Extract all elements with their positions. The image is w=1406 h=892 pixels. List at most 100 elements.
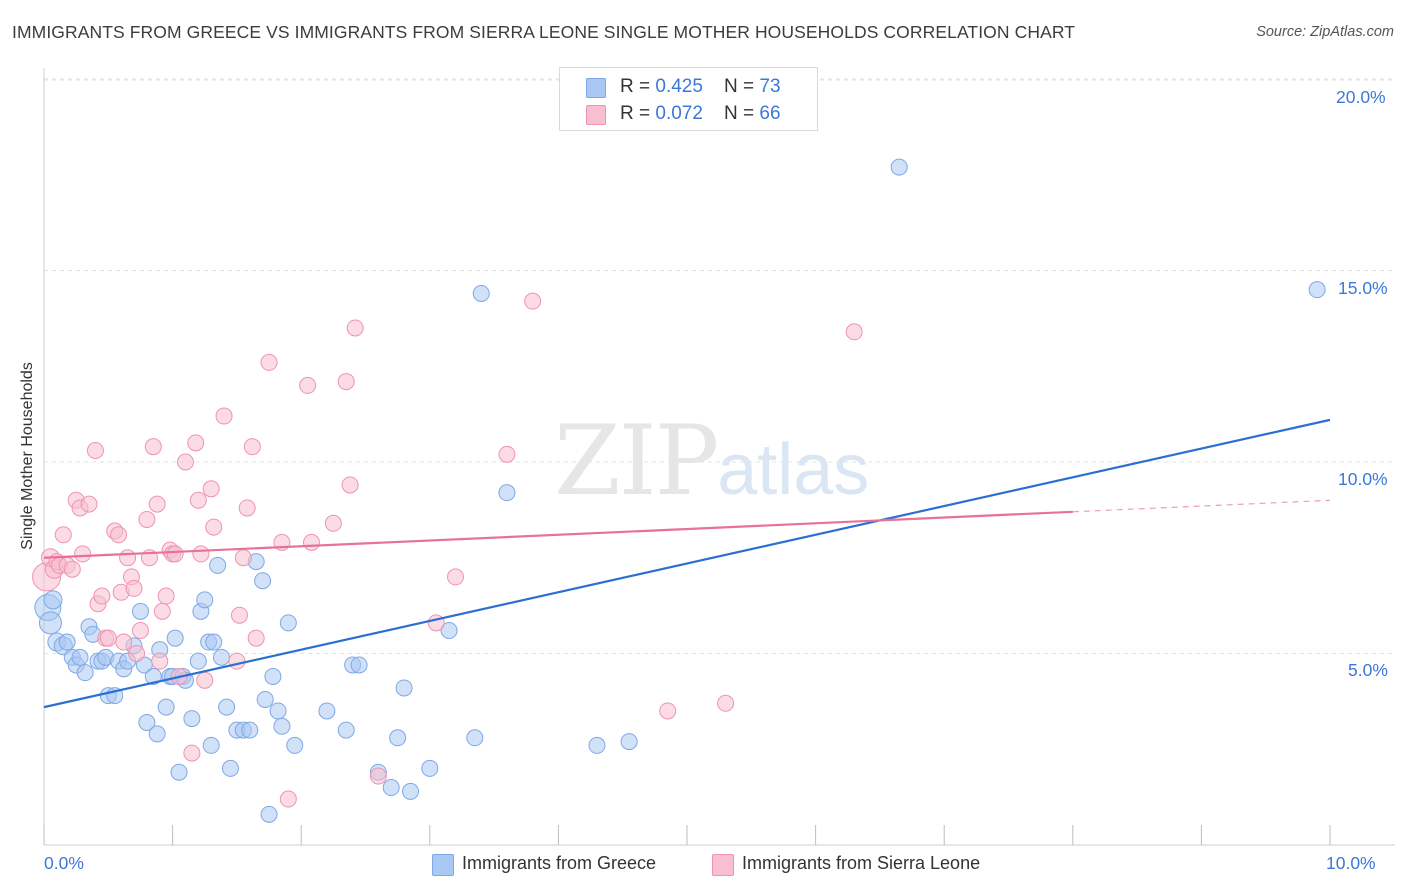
greece-point — [402, 782, 420, 800]
sierra-leone-point — [115, 633, 133, 651]
greece-point — [254, 572, 272, 590]
greece-point — [1308, 281, 1326, 299]
sierra-leone-point — [230, 606, 248, 624]
sierra-leone-point — [659, 702, 677, 720]
sierra-leone-point — [205, 518, 223, 536]
sierra-leone-point — [302, 533, 320, 551]
greece-n-value: 73 — [759, 76, 781, 97]
sierra-leone-point — [63, 560, 81, 578]
greece-point — [205, 633, 223, 651]
sierra-leone-point — [215, 407, 233, 425]
greece-point — [43, 590, 63, 610]
sierra-leone-point — [176, 453, 194, 471]
sierra-leone-point — [228, 652, 246, 670]
greece-point — [620, 733, 638, 751]
sierra-leone-point — [131, 622, 149, 640]
greece-point — [260, 805, 278, 823]
sierra-leone-point — [202, 480, 220, 498]
sierra-leone-point — [93, 587, 111, 605]
sierra-leone-point — [299, 376, 317, 394]
sierra-leone-trend-line — [43, 510, 1073, 559]
sierra-leone-point — [128, 645, 146, 662]
greece-point — [382, 779, 400, 797]
greece-point — [241, 721, 259, 739]
sierra-leone-point — [498, 445, 516, 463]
greece-point — [273, 717, 291, 735]
greece-point — [212, 648, 230, 666]
greece-point — [279, 614, 297, 632]
greece-point — [144, 667, 162, 685]
greece-point — [196, 591, 214, 609]
greece-trend-line — [43, 418, 1331, 709]
greece-point — [221, 759, 239, 777]
sierra-leone-point — [192, 545, 210, 563]
greece-point — [71, 648, 89, 666]
sierra-leone-point — [151, 652, 169, 670]
greece-point — [472, 284, 490, 302]
y-tick-15: 15.0% — [1338, 278, 1388, 298]
source-credit: Source: ZipAtlas.com — [1256, 24, 1394, 40]
sierra-leone-point — [54, 526, 72, 544]
greece-point — [269, 702, 287, 720]
greece-point — [466, 729, 484, 747]
greece-point — [588, 736, 606, 754]
sierra-leone-point — [447, 568, 465, 586]
sierra-leone-point — [324, 514, 342, 532]
greece-point — [389, 729, 407, 747]
sierra-leone-point — [110, 526, 128, 544]
greece-point — [440, 622, 458, 640]
sierra-leone-point — [234, 549, 252, 567]
y-tick-20: 20.0% — [1336, 87, 1386, 107]
sierra-leone-point — [187, 434, 205, 452]
sierra-leone-trend-extension — [1072, 499, 1331, 513]
sierra-leone-point — [125, 579, 143, 597]
sierra-leone-point — [189, 491, 207, 509]
y-tick-10: 10.0% — [1338, 469, 1388, 489]
sierra-leone-point — [243, 438, 261, 456]
y-axis-label: Single Mother Households — [19, 362, 36, 550]
sierra-leone-point — [153, 602, 171, 620]
greece-point — [498, 484, 516, 502]
sierra-leone-point — [337, 373, 355, 391]
greece-point — [264, 667, 282, 685]
sierra-leone-point — [119, 549, 137, 567]
sierra-leone-point — [80, 495, 98, 513]
greece-point — [58, 633, 76, 651]
sierra-leone-point — [138, 510, 156, 528]
correlation-legend: R = 0.425 N = 73 R = 0.072 N = 66 — [559, 67, 818, 131]
sierra-leone-point — [279, 790, 297, 808]
greece-point — [395, 679, 413, 697]
sierra-leone-point — [148, 495, 166, 513]
sierra-leone-point — [183, 744, 201, 762]
greece-point — [157, 698, 175, 716]
greece-point — [202, 736, 220, 754]
sierra-leone-point — [74, 545, 92, 563]
sierra-leone-point — [260, 353, 278, 371]
greece-point — [286, 736, 304, 754]
greece-point — [209, 556, 227, 574]
greece-point — [218, 698, 236, 716]
greece-point — [183, 710, 201, 728]
greece-point — [76, 664, 94, 682]
sierra-leone-point — [341, 476, 359, 494]
sierra-leone-r-value: 0.072 — [655, 103, 703, 124]
sierra-leone-point — [238, 499, 256, 517]
sierra-leone-point — [369, 767, 387, 785]
chart-title: IMMIGRANTS FROM GREECE VS IMMIGRANTS FRO… — [12, 22, 1076, 42]
greece-point — [337, 721, 355, 739]
sierra-leone-point — [166, 545, 184, 563]
greece-r-value: 0.425 — [655, 76, 703, 97]
greece-point — [166, 629, 184, 647]
sierra-leone-point — [346, 319, 364, 337]
sierra-leone-point — [99, 629, 117, 647]
x-tick-max: 10.0% — [1326, 853, 1376, 873]
zipatlas-watermark: ZIPatlas — [554, 405, 870, 517]
x-tick-min: 0.0% — [44, 853, 84, 873]
greece-point — [256, 690, 274, 708]
sierra-leone-point — [717, 694, 735, 712]
sierra-leone-point — [157, 587, 175, 605]
sierra-leone-point — [845, 323, 863, 341]
sierra-leone-swatch — [586, 105, 606, 125]
greece-swatch — [586, 78, 606, 98]
